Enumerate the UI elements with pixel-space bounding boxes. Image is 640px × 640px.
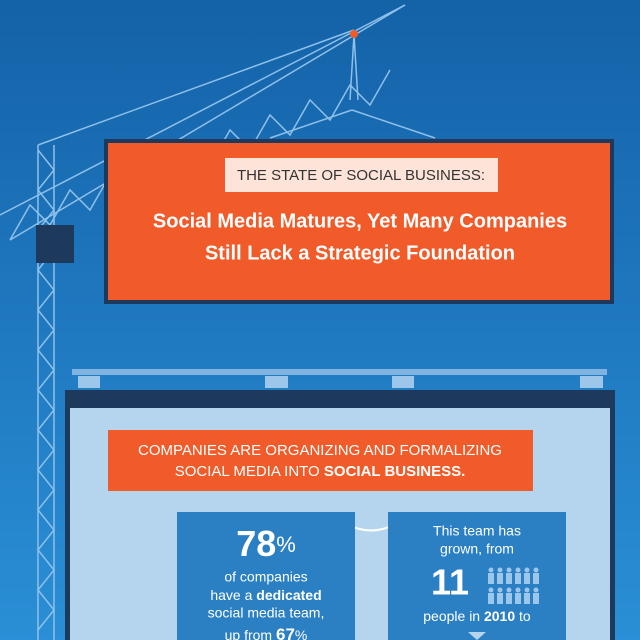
person-head: [488, 567, 494, 573]
card-text-bold: 2010: [484, 608, 515, 624]
section-heading: COMPANIES ARE ORGANIZING AND FORMALIZING: [138, 442, 502, 459]
card-text: up from 67%: [225, 625, 308, 640]
person-head: [533, 587, 539, 593]
billboard-rail: [72, 369, 607, 375]
kicker-box: [225, 158, 498, 192]
person-body: [533, 573, 539, 584]
stat-number: 11: [431, 562, 469, 603]
person-head: [533, 567, 539, 573]
person-head: [506, 587, 512, 593]
card-text: This team has: [433, 523, 521, 539]
person-body: [533, 593, 539, 604]
card-text: social media team,: [208, 605, 325, 621]
crane-cab: [36, 225, 74, 263]
person-body: [497, 573, 503, 584]
card-text: have a dedicated: [210, 587, 321, 603]
card-stat: 67: [276, 625, 295, 640]
kicker: THE STATE OF SOCIAL BUSINESS:: [237, 167, 485, 184]
card-text-part: people in: [423, 608, 484, 624]
card-text-bold: dedicated: [256, 587, 321, 603]
people-icons: [488, 567, 539, 604]
person-body: [497, 593, 503, 604]
rail-block: [265, 376, 288, 388]
person-body: [488, 593, 494, 604]
person-head: [515, 587, 521, 593]
person-body: [524, 573, 530, 584]
card-text: of companies: [224, 569, 307, 585]
person-head: [524, 567, 530, 573]
rail-block: [392, 376, 414, 388]
stat-number: 78: [236, 523, 276, 564]
heading-text: SOCIAL MEDIA INTO: [175, 463, 324, 480]
card-text: people in 2010 to: [423, 608, 531, 624]
rail-block: [78, 376, 100, 388]
stat: 78%: [236, 523, 296, 564]
card-unit: %: [295, 627, 307, 640]
person-head: [497, 587, 503, 593]
title-line: Still Lack a Strategic Foundation: [205, 242, 515, 264]
heading-bold: SOCIAL BUSINESS.: [324, 463, 465, 480]
person-head: [515, 567, 521, 573]
card-text: grown, from: [440, 541, 514, 557]
card-text-part: have a: [210, 587, 256, 603]
person-head: [524, 587, 530, 593]
person-body: [506, 593, 512, 604]
arrow: [468, 632, 486, 640]
person-body: [524, 593, 530, 604]
person-body: [515, 573, 521, 584]
section-banner: [108, 430, 533, 491]
stat-card: [177, 512, 355, 640]
card-text-part: up from: [225, 627, 276, 640]
stat-unit: %: [276, 532, 296, 557]
person-head: [497, 567, 503, 573]
person-head: [488, 587, 494, 593]
person-body: [506, 573, 512, 584]
rail-block: [580, 376, 603, 388]
title-line: Social Media Matures, Yet Many Companies: [153, 210, 567, 232]
person-head: [506, 567, 512, 573]
person-body: [488, 573, 494, 584]
crane-pulley: [350, 30, 358, 38]
section-heading: SOCIAL MEDIA INTO SOCIAL BUSINESS.: [175, 463, 466, 480]
person-body: [515, 593, 521, 604]
card-text-part: to: [515, 608, 531, 624]
